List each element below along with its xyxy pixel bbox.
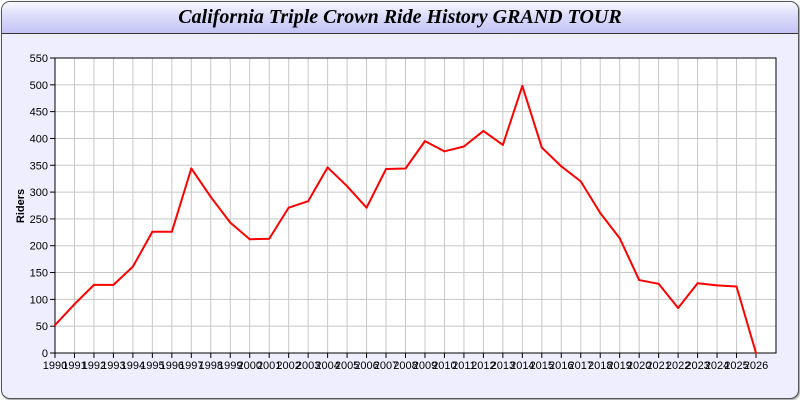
data-point (755, 352, 757, 354)
data-point (209, 195, 212, 198)
y-axis-label: Riders (15, 189, 27, 223)
x-tick-label: 2000 (237, 360, 261, 372)
data-point (54, 324, 56, 327)
y-tick-label: 400 (30, 133, 48, 145)
data-point (443, 150, 446, 153)
data-point (248, 238, 251, 241)
y-tick-label: 50 (36, 321, 48, 333)
data-point (73, 303, 76, 306)
x-tick-label: 1998 (199, 360, 223, 372)
y-tick-label: 0 (42, 348, 48, 360)
data-point (540, 146, 543, 149)
y-tick-label: 300 (30, 187, 48, 199)
x-tick-label: 1995 (140, 360, 164, 372)
x-tick-label: 2020 (627, 360, 651, 372)
x-tick-label: 2006 (354, 360, 378, 372)
x-tick-label: 1990 (43, 360, 67, 372)
x-tick-label: 2023 (685, 360, 709, 372)
y-tick-label: 100 (30, 294, 48, 306)
plot-border (54, 57, 777, 354)
x-tick-label: 1994 (121, 360, 145, 372)
x-tick-label: 2017 (569, 360, 593, 372)
y-tick-label: 200 (30, 241, 48, 253)
data-point (560, 165, 563, 168)
data-point (326, 166, 329, 169)
data-point (229, 221, 232, 224)
x-tick-label: 1991 (62, 360, 86, 372)
data-point (346, 185, 349, 188)
data-point (735, 285, 738, 288)
x-tick-label: 1996 (160, 360, 184, 372)
data-point (112, 283, 115, 286)
x-tick-label: 1997 (179, 360, 203, 372)
x-tick-label: 2005 (335, 360, 359, 372)
chart-title: California Triple Crown Ride History GRA… (178, 6, 622, 28)
data-point (365, 206, 368, 209)
x-tick-label: 2021 (646, 360, 670, 372)
y-tick-label: 150 (30, 268, 48, 280)
x-tick-label: 2019 (607, 360, 631, 372)
x-tick-label: 2001 (257, 360, 281, 372)
x-tick-label: 1993 (101, 360, 125, 372)
x-tick-label: 1992 (82, 360, 106, 372)
data-point (268, 237, 271, 240)
data-point (599, 212, 602, 215)
x-tick-label: 2003 (296, 360, 320, 372)
data-point (501, 143, 504, 146)
x-tick-label: 2002 (276, 360, 300, 372)
data-point (287, 206, 290, 209)
x-tick-label: 2009 (413, 360, 437, 372)
data-point (618, 237, 621, 240)
data-point (92, 283, 95, 286)
x-tick-label: 2004 (315, 360, 339, 372)
data-point (638, 279, 641, 282)
x-tick-label: 2018 (588, 360, 612, 372)
x-tick-label: 2008 (393, 360, 417, 372)
data-point (716, 284, 719, 287)
x-tick-label: 2022 (666, 360, 690, 372)
data-point (404, 167, 407, 170)
data-point (423, 140, 426, 143)
data-point (170, 230, 173, 233)
data-point (190, 167, 193, 170)
data-point (579, 180, 582, 183)
data-point (131, 265, 134, 268)
plot-area (55, 58, 776, 353)
x-tick-label: 2016 (549, 360, 573, 372)
x-tick-label: 2007 (374, 360, 398, 372)
y-tick-label: 500 (30, 80, 48, 92)
x-tick-label: 2026 (744, 360, 768, 372)
data-point (677, 306, 680, 309)
data-point (657, 282, 660, 285)
x-tick-label: 2015 (530, 360, 554, 372)
y-tick-label: 350 (30, 160, 48, 172)
x-tick-label: 2014 (510, 360, 534, 372)
x-tick-label: 2025 (724, 360, 748, 372)
x-tick-label: 1999 (218, 360, 242, 372)
y-tick-label: 250 (30, 214, 48, 226)
y-tick-label: 450 (30, 107, 48, 119)
data-point (385, 168, 388, 171)
x-tick-label: 2024 (705, 360, 729, 372)
y-tick-label: 550 (30, 53, 48, 65)
data-point (696, 282, 699, 285)
x-tick-label: 2013 (491, 360, 515, 372)
data-point (482, 129, 485, 132)
data-point (462, 145, 465, 148)
data-point (307, 200, 310, 203)
data-point (151, 230, 154, 233)
x-tick-label: 2011 (452, 360, 476, 372)
title-bar: California Triple Crown Ride History GRA… (2, 2, 798, 34)
data-point (521, 84, 524, 87)
x-tick-label: 2010 (432, 360, 456, 372)
x-tick-label: 2012 (471, 360, 495, 372)
